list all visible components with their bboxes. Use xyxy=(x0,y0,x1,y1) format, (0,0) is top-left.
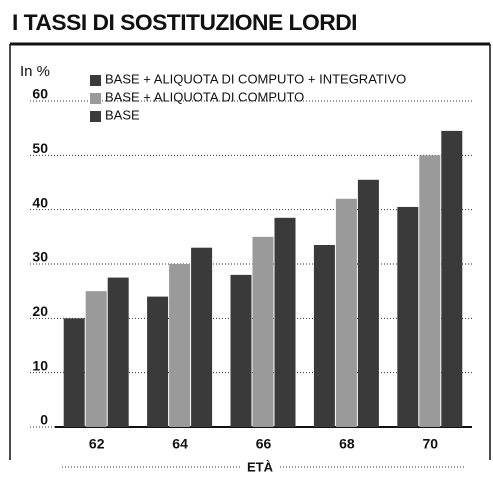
bar xyxy=(230,274,252,427)
legend-swatch xyxy=(90,111,101,122)
bar xyxy=(169,264,191,427)
legend-swatch xyxy=(90,75,101,86)
y-tick-label: 0 xyxy=(40,412,48,428)
x-axis-label: ETÀ xyxy=(247,459,274,474)
bar xyxy=(397,206,419,427)
y-tick-label: 30 xyxy=(32,249,48,265)
y-tick-label: 50 xyxy=(32,140,48,156)
y-tick-label: 40 xyxy=(32,194,48,210)
bar xyxy=(419,155,441,428)
bar xyxy=(85,291,107,427)
chart-title: I TASSI DI SOSTITUZIONE LORDI xyxy=(12,10,357,35)
bar xyxy=(357,179,379,427)
x-tick-label: 66 xyxy=(256,436,272,452)
bar xyxy=(191,247,213,427)
bar xyxy=(252,236,274,427)
x-tick-label: 64 xyxy=(172,436,188,452)
bar xyxy=(441,130,463,427)
legend-label: BASE + ALIQUOTA DI COMPUTO + INTEGRATIVO xyxy=(105,71,406,86)
legend-swatch xyxy=(90,93,101,104)
bar xyxy=(313,244,335,427)
x-tick-label: 68 xyxy=(339,436,355,452)
x-tick-label: 62 xyxy=(89,436,105,452)
y-tick-label: 60 xyxy=(32,86,48,102)
bar xyxy=(63,318,85,427)
y-tick-label: 20 xyxy=(32,303,48,319)
y-axis-label: In % xyxy=(20,63,50,80)
y-tick-label: 10 xyxy=(32,357,48,373)
legend-label: BASE xyxy=(105,107,140,122)
legend-label: BASE + ALIQUOTA DI COMPUTO xyxy=(105,89,304,104)
bar xyxy=(107,277,129,427)
bar xyxy=(335,198,357,427)
bar xyxy=(274,217,296,427)
bar xyxy=(147,296,169,427)
x-tick-label: 70 xyxy=(423,436,439,452)
